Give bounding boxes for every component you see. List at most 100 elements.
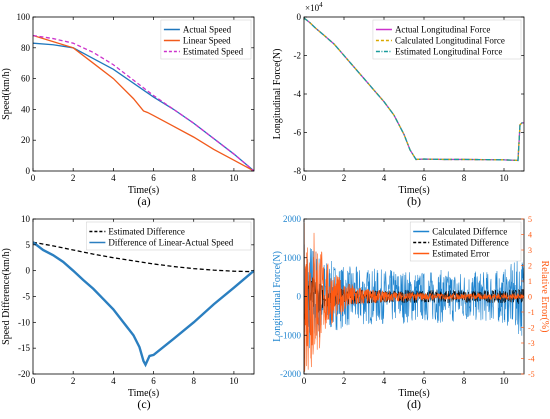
y2-tick-label: 1 — [528, 277, 532, 286]
legend-label: Actual Speed — [183, 25, 232, 35]
legend-label: Actual Longitudinal Force — [395, 25, 490, 35]
y-tick-label: 80 — [21, 43, 31, 53]
legend-label: Difference of Linear-Actual Speed — [108, 238, 233, 248]
y-tick-label: -2 — [294, 51, 302, 61]
legend-box — [160, 19, 252, 60]
x-tick-label: 10 — [229, 173, 239, 183]
legend-label: Estimated Longitudinal Force — [395, 47, 502, 57]
x-tick-label: 2 — [71, 173, 76, 183]
x-axis-label: Time(s) — [128, 185, 159, 196]
x-tick-label: 6 — [422, 173, 427, 183]
y2-tick-label: -4 — [528, 355, 535, 364]
y2-tick-label: -5 — [528, 370, 535, 379]
y-tick-label: 2000 — [283, 214, 302, 224]
x-tick-label: 0 — [302, 376, 307, 386]
y-tick-label: 5 — [26, 240, 31, 250]
plot-series-group — [304, 222, 524, 372]
x-tick-label: 4 — [382, 376, 387, 386]
x-tick-label: 0 — [302, 173, 307, 183]
y2-tick-label: -3 — [528, 339, 535, 348]
x-tick-label: 8 — [462, 376, 467, 386]
series-line-force_est — [304, 17, 524, 162]
y-tick-label: -10 — [18, 317, 30, 327]
legend-label: Linear Speed — [183, 36, 231, 46]
y-tick-label: 10 — [21, 214, 31, 224]
y2-tick-label: -2 — [528, 324, 535, 333]
y-tick-label: 60 — [21, 74, 31, 84]
x-tick-label: 6 — [422, 376, 427, 386]
axis-multiplier: ×104 — [305, 1, 323, 13]
x-tick-label: 2 — [342, 376, 347, 386]
y-tick-label: -15 — [18, 343, 30, 353]
legend-label: Estimated Error — [432, 249, 489, 259]
y-tick-label: 100 — [17, 12, 31, 22]
panel-caption: (c) — [137, 397, 150, 411]
x-tick-label: 8 — [462, 173, 467, 183]
panel-caption: (a) — [137, 194, 150, 208]
chart-a: 0 2 4 6 8 10020406080100Time(s)Speed(km/h)(a)… — [1, 12, 255, 208]
legend-label: Calculated Differnce — [432, 227, 507, 237]
y-tick-label: 20 — [21, 135, 31, 145]
y-tick-label: 1000 — [283, 253, 302, 263]
x-tick-label: 4 — [111, 376, 116, 386]
y2-tick-label: 5 — [528, 215, 532, 224]
legend-box — [86, 221, 252, 251]
series-line-diff_lin — [33, 241, 254, 368]
panel-caption: (b) — [407, 194, 421, 208]
x-axis-label: Time(s) — [398, 185, 429, 196]
y-axis-label: Speed Difference(km/h) — [1, 248, 12, 345]
plot-series-group — [33, 241, 254, 368]
legend-label: Estimated Difference — [108, 227, 185, 237]
legend-label: Estimated Speed — [183, 47, 244, 57]
x-tick-label: 6 — [151, 173, 156, 183]
x-tick-label: 10 — [500, 376, 510, 386]
series-line-diff_est — [33, 241, 254, 273]
chart-d: 0 2 4 6 8 10 -2000 -1000 0 1000 2000 -5 -4 -3 -2 -1 0 1 2 3… — [272, 214, 550, 411]
y2-tick-label: 0 — [528, 293, 532, 302]
series-line-d_err — [304, 222, 524, 372]
y-axis-label: Longitudinal Force(N) — [272, 251, 283, 342]
legend-label: Estimated Difference — [432, 238, 509, 248]
panel-caption: (d) — [407, 397, 421, 411]
y-tick-label: 40 — [21, 104, 31, 114]
legend-box — [409, 221, 522, 262]
x-tick-label: 2 — [71, 376, 76, 386]
y-tick-label: -2000 — [280, 369, 301, 379]
y-tick-label: 0 — [297, 12, 302, 22]
y-tick-label: -20 — [18, 369, 30, 379]
x-tick-label: 0 — [31, 376, 36, 386]
plot-series-group — [304, 17, 524, 162]
y2-tick-label: -1 — [528, 308, 535, 317]
x-tick-label: 8 — [191, 376, 196, 386]
chart-b: 0 2 4 6 8 10-8-6-4-20×104Time(s)Longitudinal … — [272, 1, 525, 208]
y2-tick-label: 2 — [528, 262, 532, 271]
x-tick-label: 6 — [151, 376, 156, 386]
x-tick-label: 8 — [191, 173, 196, 183]
axes-frame — [32, 16, 255, 172]
y-tick-label: 0 — [297, 292, 302, 302]
y-tick-label: -1000 — [280, 330, 301, 340]
y-tick-label: -5 — [23, 292, 31, 302]
y-tick-label: 0 — [26, 266, 31, 276]
y2-tick-label: 4 — [528, 231, 532, 240]
y-tick-label: -8 — [294, 166, 302, 176]
x-axis-label: Time(s) — [398, 388, 429, 399]
legend-label: Calculated Longitudinal Force — [395, 36, 505, 46]
y-tick-label: 0 — [26, 166, 31, 176]
x-tick-label: 10 — [500, 173, 510, 183]
x-tick-label: 2 — [342, 173, 347, 183]
plot-series-group — [33, 34, 254, 171]
x-axis-label: Time(s) — [128, 388, 159, 399]
chart-c: 0 2 4 6 8 10 -20 -15 -10 -5 0 5 10 Time(s) Speed Diffe… — [1, 214, 255, 411]
y-axis-label: Longitudinal Force(N) — [272, 49, 283, 140]
y-axis-label: Speed(km/h) — [1, 68, 12, 120]
multiplier-base: ×10 — [305, 3, 320, 13]
series-line-estimated_speed — [33, 34, 254, 171]
x-tick-label: 4 — [111, 173, 116, 183]
multiplier-exponent: 4 — [319, 1, 323, 9]
